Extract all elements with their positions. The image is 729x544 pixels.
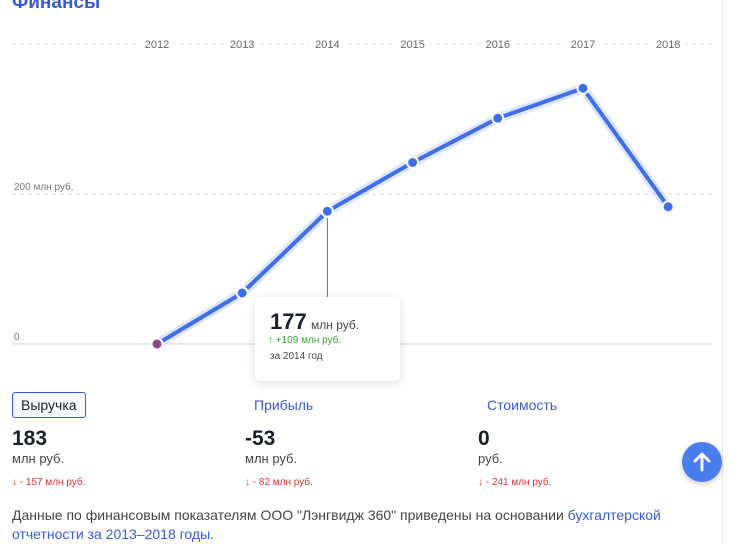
metric-value: 0 bbox=[478, 427, 490, 450]
x-tick-label: 2018 bbox=[656, 39, 680, 51]
year-label-bg bbox=[139, 36, 175, 52]
metric-delta: ↓ - 157 млн руб. bbox=[12, 477, 86, 488]
metric-value-cost: 0 руб. ↓ - 241 млн руб. bbox=[478, 427, 551, 488]
tooltip-unit: млн руб. bbox=[311, 318, 360, 332]
year-label-bg bbox=[309, 36, 346, 52]
metric-value: 183 bbox=[12, 427, 48, 450]
metric-unit: млн руб. bbox=[12, 451, 65, 466]
footer-text: Данные по финансовым показателям ООО "Лэ… bbox=[12, 507, 568, 523]
metric-revenue: 183 млн руб. ↓ - 157 млн руб. bbox=[12, 427, 85, 488]
x-tick-label: 2013 bbox=[230, 39, 254, 51]
footer-note: Данные по финансовым показателям ООО "Лэ… bbox=[12, 506, 692, 544]
scroll-up-button[interactable] bbox=[682, 442, 722, 482]
tooltip-period: за 2014 год bbox=[270, 351, 323, 362]
footer-end: . bbox=[210, 526, 215, 542]
metric-unit: руб. bbox=[478, 451, 503, 466]
x-tick-label: 2014 bbox=[315, 39, 339, 51]
tooltip-value: 177 bbox=[270, 309, 307, 334]
arrow-up-icon bbox=[693, 452, 711, 472]
year-label-bg bbox=[479, 36, 516, 52]
year-label-bg bbox=[394, 36, 431, 52]
data-point bbox=[320, 204, 334, 218]
data-point bbox=[406, 156, 420, 169]
y-tick-label: 0 bbox=[14, 332, 20, 343]
tab-revenue[interactable]: Выручка bbox=[12, 392, 86, 418]
data-point bbox=[491, 111, 505, 125]
x-tick-label: 2016 bbox=[486, 39, 510, 51]
x-tick-label: 2015 bbox=[400, 39, 424, 51]
year-label-bg bbox=[565, 36, 601, 52]
year-label-bg bbox=[224, 36, 261, 52]
chart-tooltip: 177 млн руб. ↑ +109 млн руб. за 2014 год bbox=[255, 297, 400, 381]
revenue-chart: 200 млн руб. 0 2012 2013 2014 2015 2016 2017 201… bbox=[12, 36, 712, 351]
series-line bbox=[155, 86, 671, 346]
x-tick-label: 2017 bbox=[571, 39, 595, 51]
metric-delta: ↓ - 82 млн руб. bbox=[245, 477, 313, 488]
metric-unit: млн руб. bbox=[245, 451, 298, 466]
metric-delta: ↓ - 241 млн руб. bbox=[478, 477, 552, 488]
metric-profit: -53 млн руб. ↓ - 82 млн руб. bbox=[245, 427, 313, 488]
section-title: Финансы bbox=[12, 0, 101, 13]
y-tick-label: 200 млн руб. bbox=[14, 181, 74, 193]
data-point bbox=[576, 81, 590, 95]
tooltip-delta: ↑ +109 млн руб. bbox=[268, 335, 342, 346]
x-tick-label: 2012 bbox=[145, 39, 169, 51]
tab-profit[interactable]: Прибыль bbox=[254, 397, 314, 413]
data-point bbox=[150, 337, 164, 351]
metric-value: -53 bbox=[245, 427, 276, 450]
data-point bbox=[661, 200, 675, 214]
data-point bbox=[235, 286, 249, 300]
year-label-bg bbox=[650, 36, 687, 52]
tab-value[interactable]: Стоимость bbox=[487, 397, 558, 413]
series-glow bbox=[152, 83, 674, 349]
footer-link[interactable]: бухгалтерской отчетности за 2013–2018 го… bbox=[12, 507, 661, 542]
